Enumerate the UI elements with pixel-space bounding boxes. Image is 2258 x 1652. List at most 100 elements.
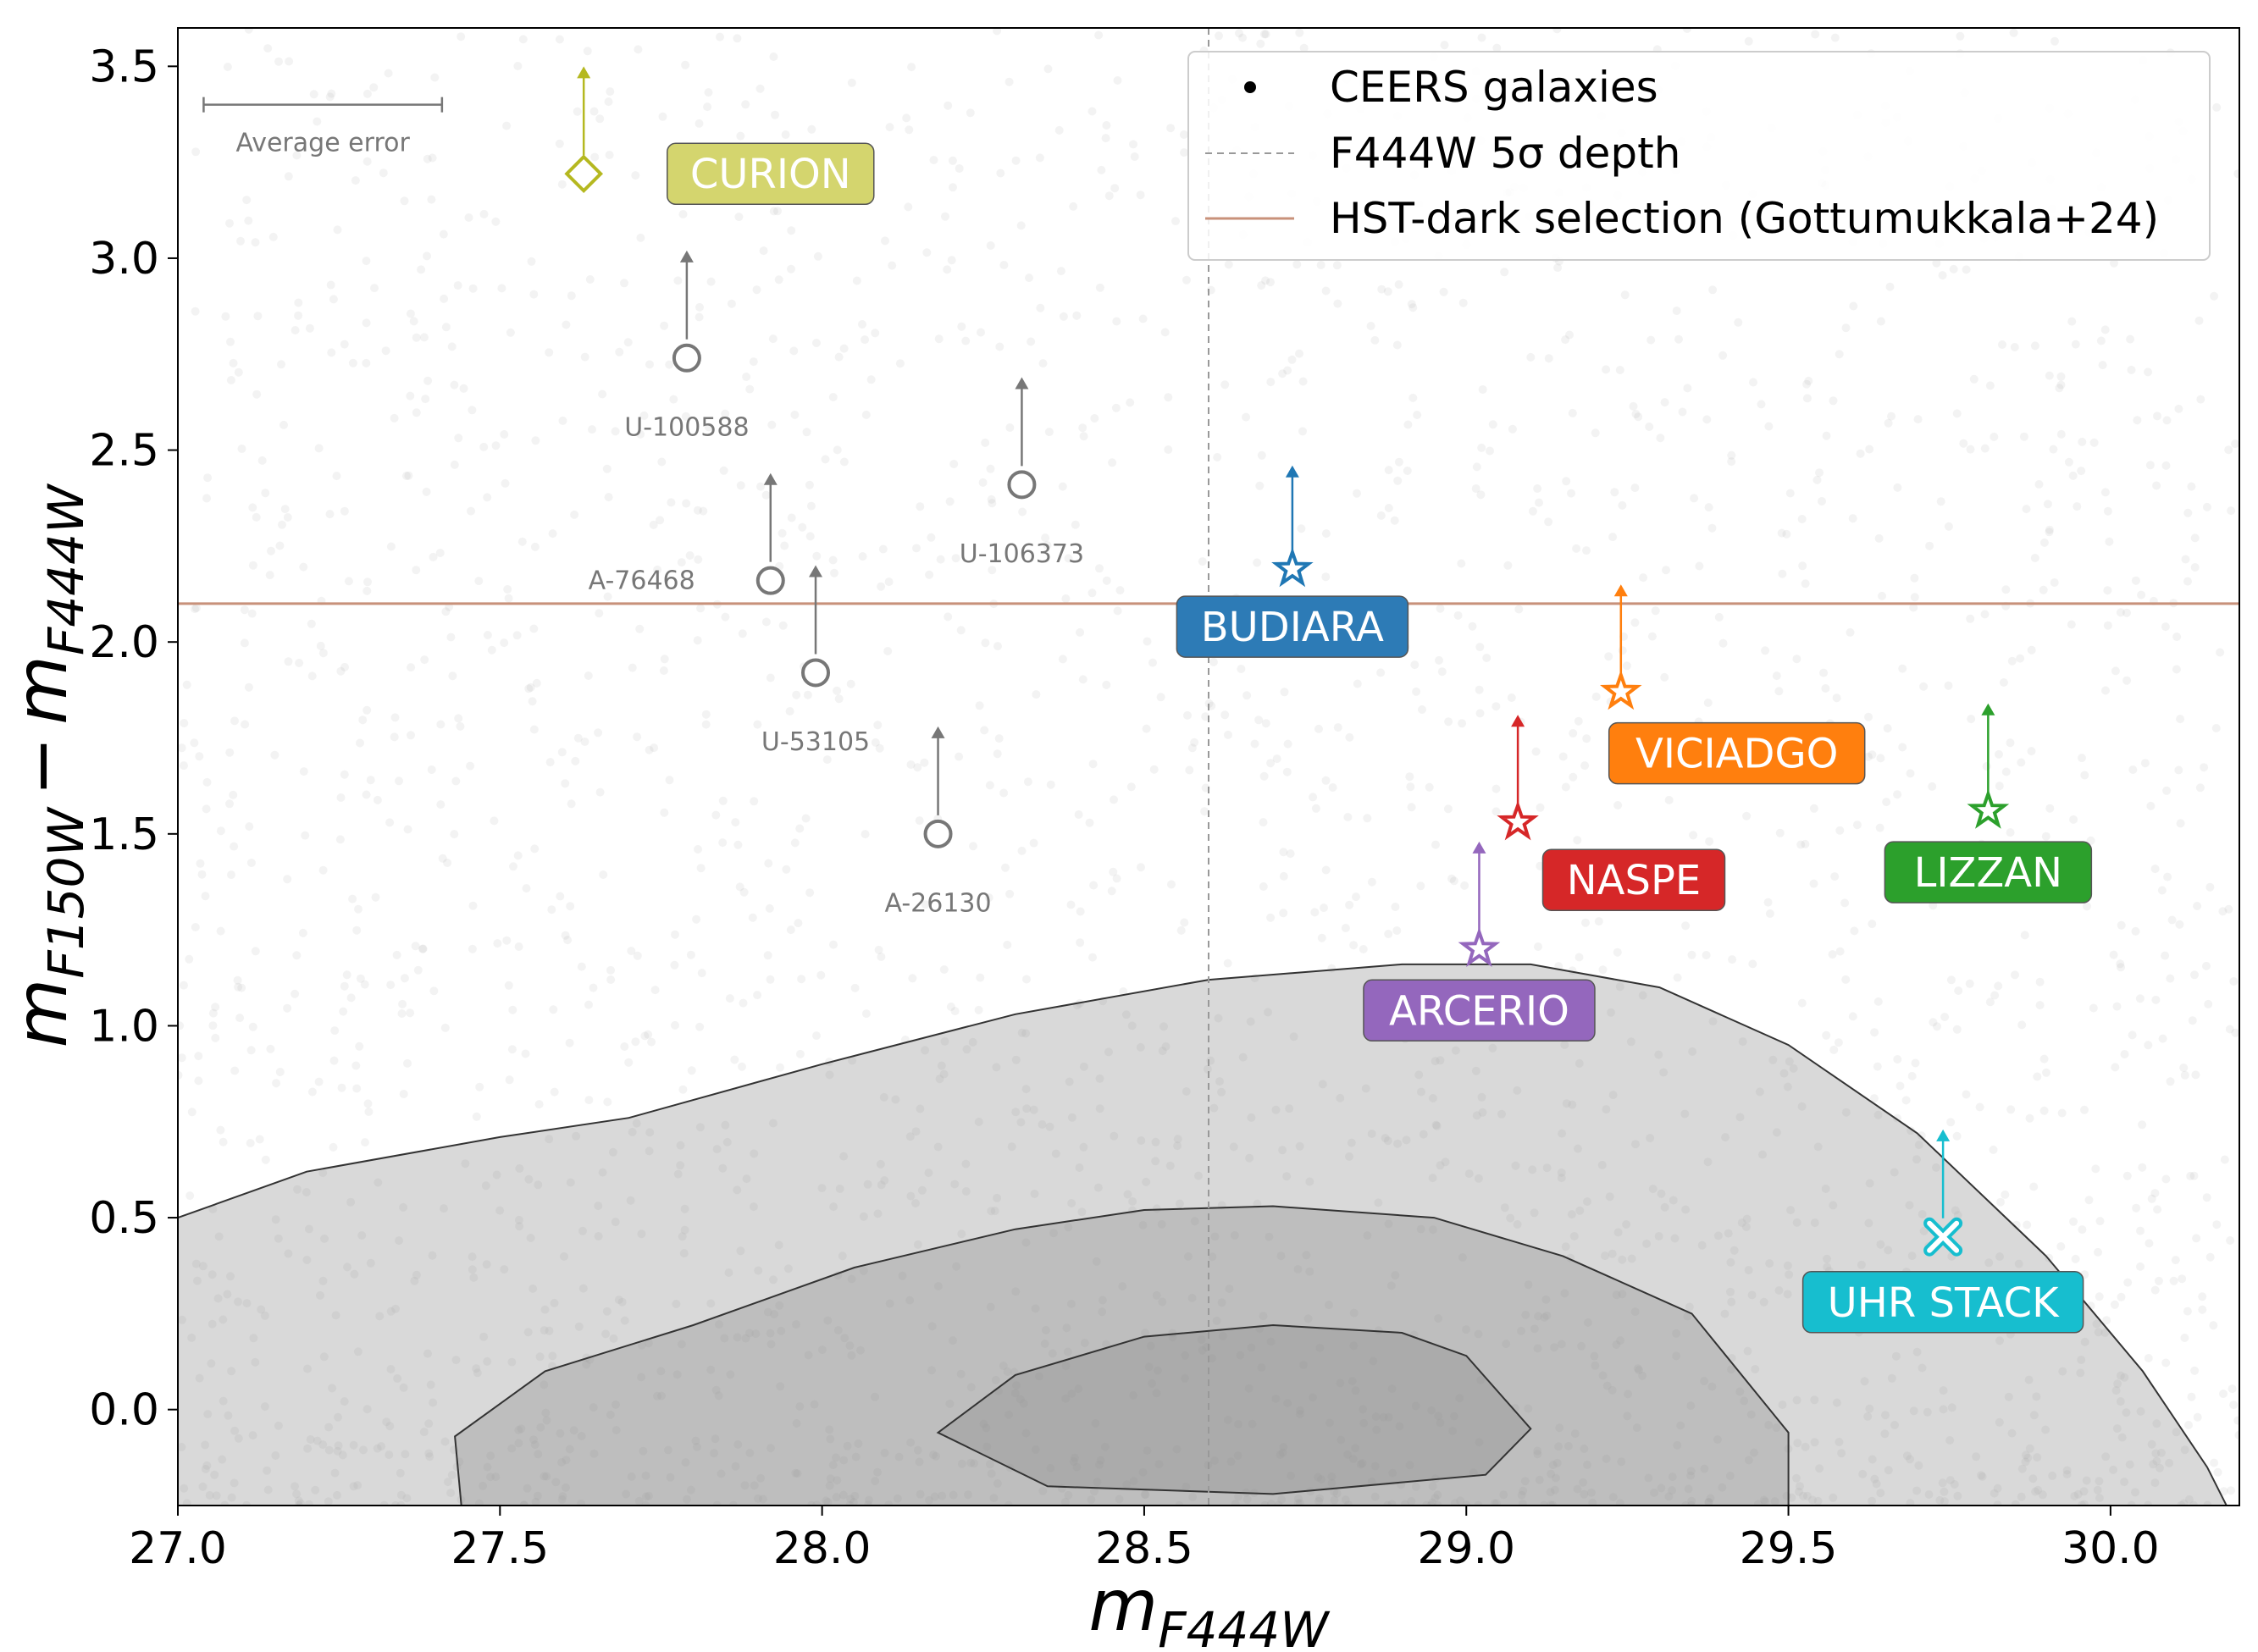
ceers-galaxy-point xyxy=(822,755,832,765)
ceers-galaxy-point xyxy=(2158,1034,2167,1043)
ceers-galaxy-point xyxy=(1635,1366,1644,1375)
ceers-galaxy-point xyxy=(858,552,867,561)
ceers-galaxy-point xyxy=(1098,1296,1107,1305)
ceers-galaxy-point xyxy=(766,1329,775,1338)
ceers-galaxy-point xyxy=(711,1385,721,1395)
ceers-galaxy-point xyxy=(722,1137,732,1146)
ceers-galaxy-point xyxy=(1069,202,1078,211)
ceers-galaxy-point xyxy=(1383,287,1392,296)
ceers-galaxy-point xyxy=(810,1400,819,1409)
ceers-galaxy-point xyxy=(450,830,459,839)
ceers-galaxy-point xyxy=(277,360,285,369)
source-lizzan-label-box xyxy=(1884,841,2093,903)
x-axis-ticks: 27.0 27.5 28.0 28.5 29.0 29.5 30.0 xyxy=(129,1506,2160,1574)
ceers-galaxy-point xyxy=(237,983,246,992)
ceers-galaxy-point xyxy=(1506,1213,1515,1223)
ceers-galaxy-point xyxy=(2017,758,2026,767)
ceers-galaxy-point xyxy=(2010,343,2019,351)
ceers-galaxy-point xyxy=(1965,979,1974,988)
ceers-galaxy-point xyxy=(324,1423,334,1432)
ceers-galaxy-point xyxy=(450,460,459,469)
ceers-galaxy-point xyxy=(1183,710,1192,720)
ceers-galaxy-point xyxy=(1581,918,1590,927)
ceers-galaxy-point xyxy=(750,797,759,806)
ceers-galaxy-point xyxy=(1704,1497,1713,1506)
ceers-galaxy-point xyxy=(468,901,478,910)
ceers-galaxy-point xyxy=(856,1345,865,1355)
ceers-galaxy-point xyxy=(2144,1041,2153,1050)
ceers-galaxy-point xyxy=(1534,1312,1543,1321)
ceers-galaxy-point xyxy=(1792,1473,1801,1483)
ceers-galaxy-point xyxy=(692,914,701,924)
ceers-galaxy-point xyxy=(1161,1041,1171,1051)
ceers-galaxy-point xyxy=(318,1440,328,1450)
ceers-galaxy-point xyxy=(1542,1311,1552,1320)
ceers-galaxy-point xyxy=(333,1490,341,1500)
ceers-galaxy-point xyxy=(1076,907,1085,916)
ceers-galaxy-point xyxy=(1748,959,1757,969)
ceers-galaxy-point xyxy=(601,1329,611,1339)
ceers-galaxy-point xyxy=(656,516,665,525)
ceers-galaxy-point xyxy=(1708,1017,1718,1026)
ceers-galaxy-point xyxy=(1868,920,1877,929)
ceers-galaxy-point xyxy=(696,604,706,613)
ceers-galaxy-point xyxy=(944,612,953,622)
ceers-galaxy-point xyxy=(1341,924,1350,932)
y-axis-title-sub2: F444W xyxy=(37,483,95,655)
source-uhr-stack-x-marker xyxy=(1927,1220,1960,1253)
ceers-galaxy-point xyxy=(1187,1293,1197,1302)
ceers-galaxy-point xyxy=(2021,1450,2030,1460)
ceers-galaxy-point xyxy=(1618,646,1627,655)
ceers-galaxy-point xyxy=(280,505,290,514)
ceers-galaxy-point xyxy=(602,464,612,473)
ceers-galaxy-point xyxy=(1517,1490,1526,1500)
ceers-galaxy-point xyxy=(1865,1404,1874,1413)
ceers-galaxy-point xyxy=(650,986,660,995)
ceers-galaxy-point xyxy=(275,1068,285,1076)
ceers-galaxy-point xyxy=(793,1469,802,1478)
ceers-galaxy-point xyxy=(2012,1220,2021,1229)
ceers-galaxy-point xyxy=(1598,1371,1608,1380)
ceers-galaxy-point xyxy=(1085,818,1094,827)
ceers-galaxy-point xyxy=(401,472,411,480)
ceers-galaxy-point xyxy=(327,89,336,98)
ceers-galaxy-point xyxy=(391,1304,400,1313)
ceers-galaxy-point xyxy=(1369,1356,1378,1366)
ceers-galaxy-point xyxy=(1668,1486,1677,1495)
ceers-galaxy-point xyxy=(1682,28,1691,33)
ceers-galaxy-point xyxy=(216,826,225,836)
ceers-galaxy-point xyxy=(1393,476,1403,485)
ceers-galaxy-point xyxy=(2017,1020,2027,1030)
ceers-galaxy-point xyxy=(935,1075,944,1084)
ceers-galaxy-point xyxy=(1173,1141,1182,1151)
ceers-galaxy-point xyxy=(451,776,461,786)
ceers-galaxy-point xyxy=(420,655,429,665)
ceers-galaxy-point xyxy=(407,663,416,672)
ceers-galaxy-point xyxy=(2073,502,2082,511)
ceers-galaxy-point xyxy=(639,411,649,420)
x-tick-label: 29.0 xyxy=(1417,1523,1515,1574)
ceers-galaxy-point xyxy=(605,151,614,159)
source-circle-marker xyxy=(755,566,785,595)
ceers-galaxy-point xyxy=(336,666,346,676)
ceers-galaxy-point xyxy=(1027,337,1036,346)
ceers-galaxy-point xyxy=(1159,1022,1168,1031)
ceers-galaxy-point xyxy=(362,157,372,166)
ceers-galaxy-point xyxy=(1064,1490,1073,1500)
ceers-galaxy-point xyxy=(740,1481,750,1490)
ceers-galaxy-point xyxy=(776,1382,785,1391)
ceers-galaxy-point xyxy=(2127,365,2136,374)
ceers-galaxy-point xyxy=(1151,1157,1160,1166)
ceers-galaxy-point xyxy=(1875,823,1884,832)
ceers-galaxy-point xyxy=(2190,970,2199,980)
ceers-galaxy-point xyxy=(194,1052,203,1061)
ceers-galaxy-point xyxy=(1822,1030,1831,1040)
ceers-galaxy-point xyxy=(2225,1025,2234,1034)
ceers-galaxy-point xyxy=(807,124,816,134)
ceers-galaxy-point xyxy=(769,1275,778,1285)
ceers-galaxy-point xyxy=(348,894,357,903)
ceers-galaxy-point xyxy=(1004,77,1014,86)
ceers-galaxy-point xyxy=(583,47,592,56)
ceers-galaxy-point xyxy=(227,870,235,880)
ceers-galaxy-point xyxy=(1113,606,1122,616)
